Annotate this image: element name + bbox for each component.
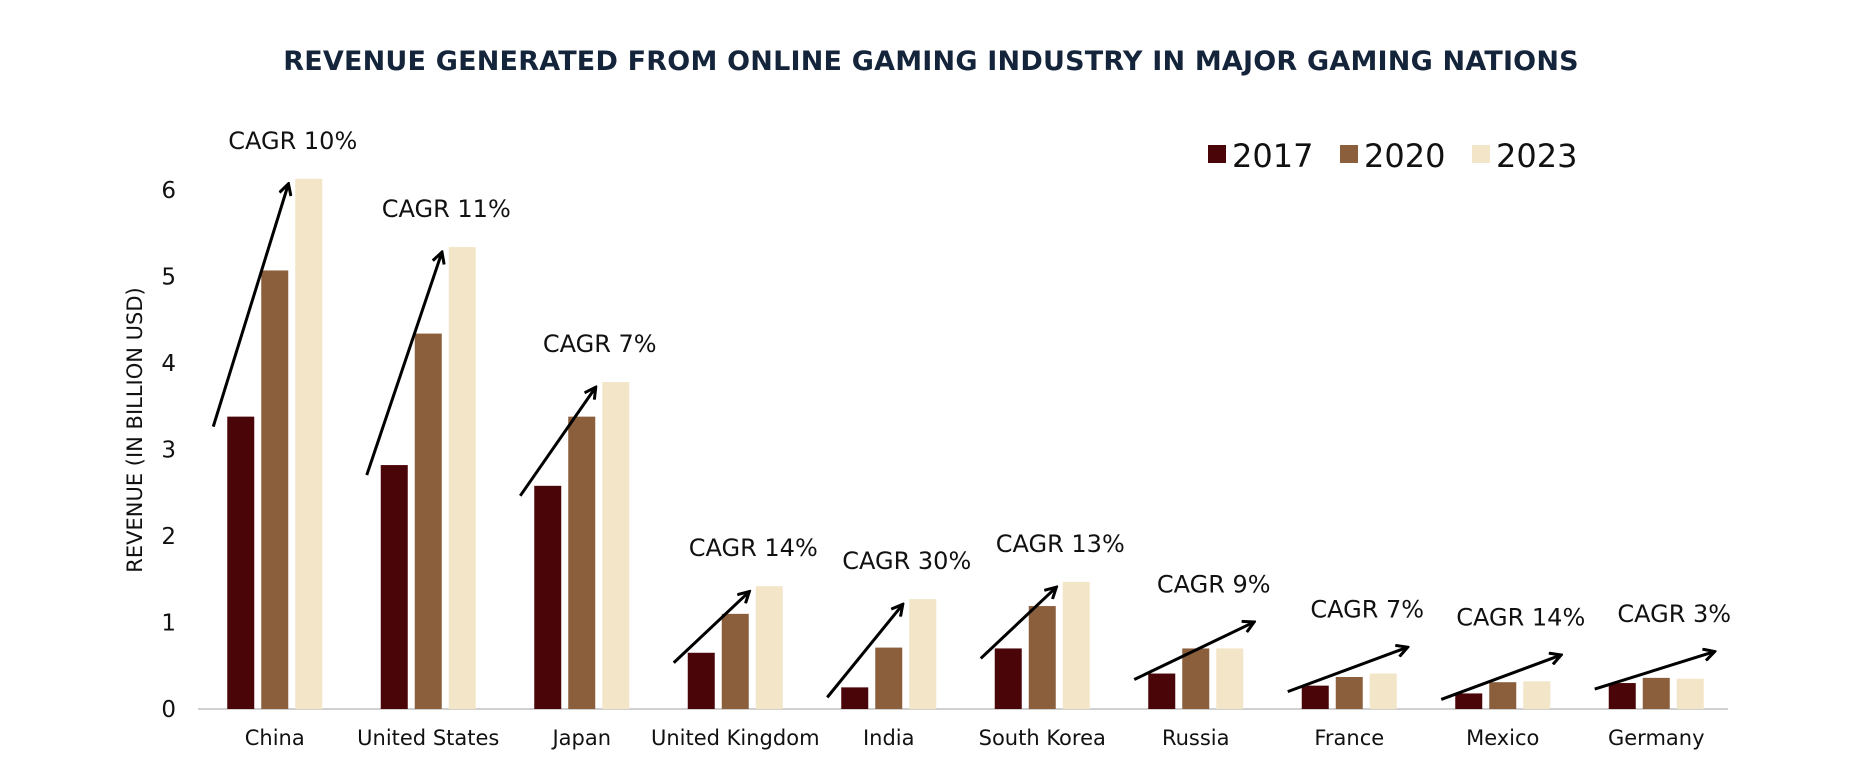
cagr-annotation: CAGR 10% — [228, 127, 357, 155]
trend-arrow — [672, 592, 749, 664]
bar-2020 — [1182, 648, 1210, 709]
trend-arrow — [1133, 622, 1253, 681]
cagr-annotation: CAGR 30% — [842, 547, 971, 575]
bar-2023 — [1523, 681, 1551, 709]
trend-arrow — [979, 588, 1056, 660]
bar-2017 — [1608, 683, 1636, 709]
legend-label: 2020 — [1364, 137, 1445, 175]
bar-2023 — [1369, 673, 1397, 709]
trend-arrow — [365, 253, 442, 476]
bar-2023 — [295, 178, 323, 709]
category-label: France — [1314, 726, 1384, 750]
bar-2023 — [602, 382, 630, 709]
bar-2023 — [448, 247, 476, 709]
trend-arrow — [1440, 655, 1560, 701]
bar-2023 — [1676, 678, 1704, 709]
bar-2017 — [1148, 673, 1176, 709]
category-label: Japan — [550, 726, 611, 750]
category-label: Russia — [1162, 726, 1230, 750]
cagr-annotation: CAGR 3% — [1617, 600, 1731, 628]
bar-2017 — [994, 648, 1022, 709]
cagr-annotation: CAGR 14% — [689, 534, 818, 562]
bar-2020 — [1335, 676, 1363, 709]
category-label: United States — [357, 726, 499, 750]
chart-title: REVENUE GENERATED FROM ONLINE GAMING IND… — [283, 46, 1579, 77]
category-label: South Korea — [979, 726, 1106, 750]
legend-swatch-2023 — [1472, 145, 1490, 163]
category-label: United Kingdom — [651, 726, 820, 750]
bar-2020 — [261, 270, 289, 709]
y-tick-label: 1 — [161, 611, 176, 637]
category-label: India — [863, 726, 915, 750]
y-tick-label: 3 — [161, 438, 176, 464]
bar-2017 — [1455, 693, 1483, 709]
cagr-annotation: CAGR 13% — [996, 530, 1125, 558]
bar-2020 — [1028, 606, 1056, 709]
bar-2020 — [568, 416, 596, 709]
bar-2023 — [1216, 648, 1244, 709]
bar-2020 — [1642, 677, 1670, 709]
bar-2020 — [1489, 682, 1517, 709]
y-axis-label: REVENUE (IN BILLION USD) — [123, 287, 147, 572]
bar-2017 — [227, 416, 255, 709]
legend-label: 2023 — [1496, 137, 1577, 175]
y-tick-label: 4 — [161, 351, 176, 377]
cagr-annotation: CAGR 9% — [1157, 570, 1271, 598]
bar-2023 — [909, 599, 937, 709]
bar-2023 — [1062, 581, 1090, 709]
category-label: Germany — [1608, 726, 1705, 750]
bar-2020 — [414, 333, 442, 709]
bar-2017 — [1301, 685, 1329, 709]
y-tick-label: 2 — [161, 524, 176, 550]
cagr-annotation: CAGR 11% — [382, 195, 511, 223]
cagr-annotation: CAGR 7% — [1310, 596, 1424, 624]
trend-arrow — [1594, 652, 1714, 691]
legend-label: 2017 — [1232, 137, 1313, 175]
cagr-annotation: CAGR 7% — [543, 330, 657, 358]
trend-arrow — [519, 388, 595, 497]
bar-2017 — [687, 652, 715, 709]
category-label: China — [245, 726, 305, 750]
bar-2020 — [721, 613, 749, 709]
trend-arrow — [211, 185, 288, 428]
bar-2020 — [875, 647, 903, 709]
y-tick-label: 5 — [161, 265, 176, 291]
legend-swatch-2020 — [1340, 145, 1358, 163]
trend-arrow — [826, 605, 902, 699]
bar-2017 — [534, 485, 562, 709]
bar-2017 — [841, 687, 869, 709]
bar-2023 — [755, 586, 783, 709]
trend-arrow — [1287, 648, 1407, 694]
category-label: Mexico — [1466, 726, 1539, 750]
y-tick-label: 6 — [161, 178, 176, 204]
legend-swatch-2017 — [1208, 145, 1226, 163]
cagr-annotation: CAGR 14% — [1456, 603, 1585, 631]
y-tick-label: 0 — [161, 697, 176, 723]
bar-2017 — [380, 465, 408, 709]
